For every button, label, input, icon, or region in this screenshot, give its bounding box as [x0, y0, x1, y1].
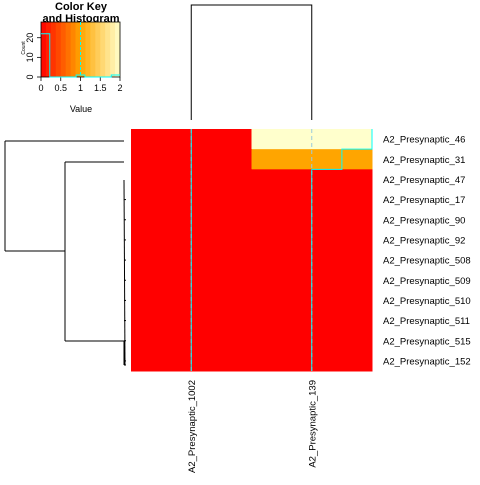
color-key-histogram	[41, 33, 120, 78]
row-dendrogram-branch	[123, 179, 126, 366]
color-key-x-tick-label: 2	[117, 83, 122, 93]
color-key-swatch	[50, 22, 57, 77]
color-key-swatch	[70, 22, 76, 77]
color-key-swatch	[45, 22, 52, 77]
row-label: A2_Presynaptic_511	[383, 316, 470, 327]
color-key-swatch	[55, 22, 62, 77]
color-key-swatch	[90, 22, 96, 77]
color-key-swatch	[115, 22, 121, 77]
color-key-swatch	[75, 22, 81, 77]
color-key-x-tick-label: 0.5	[54, 83, 67, 93]
color-key-swatch	[85, 22, 91, 77]
row-label: A2_Presynaptic_510	[383, 296, 471, 307]
color-key-x-tick-label: 0	[38, 83, 43, 93]
color-key-swatch	[80, 22, 86, 77]
color-key-swatch	[60, 22, 67, 77]
color-key-swatch	[105, 22, 111, 77]
color-key-title: Color Key	[55, 1, 108, 13]
column-label: A2_Presynaptic_139	[307, 380, 318, 468]
row-label: A2_Presynaptic_509	[383, 276, 471, 287]
row-label: A2_Presynaptic_17	[383, 195, 465, 206]
color-key-x-tick-label: 1.5	[94, 83, 107, 93]
color-key-swatch	[100, 22, 106, 77]
row-label: A2_Presynaptic_515	[383, 336, 471, 347]
color-key-y-tick-label: 0	[25, 74, 35, 79]
row-label: A2_Presynaptic_46	[383, 135, 465, 146]
column-dendrogram-branch	[190, 4, 313, 120]
row-label: A2_Presynaptic_31	[383, 155, 465, 166]
color-key-y-tick-label: 10	[25, 52, 35, 62]
axis-labels: A2_Presynaptic_46 A2_Presynaptic_31 A2_Pre…	[187, 135, 471, 473]
row-label: A2_Presynaptic_92	[383, 235, 465, 246]
row-label: A2_Presynaptic_152	[383, 356, 471, 367]
color-key-swatch	[41, 22, 47, 77]
color-key-ylabel: Count	[21, 41, 27, 55]
column-label: A2_Presynaptic_1002	[187, 380, 198, 473]
row-label: A2_Presynaptic_508	[383, 256, 471, 267]
color-key-x-tick-label: 1	[78, 83, 83, 93]
color-key-swatch	[95, 22, 101, 77]
trace-line	[311, 129, 373, 371]
row-label: A2_Presynaptic_90	[383, 215, 465, 226]
color-key-y-tick-label: 20	[25, 33, 35, 43]
heatmap-cells	[131, 129, 373, 372]
color-key-xlabel: Value	[70, 104, 92, 114]
trace-lines	[190, 129, 373, 371]
color-key-swatch	[65, 22, 72, 77]
dendrograms	[4, 4, 313, 366]
row-label: A2_Presynaptic_47	[383, 175, 465, 186]
color-key-swatch	[110, 22, 116, 77]
